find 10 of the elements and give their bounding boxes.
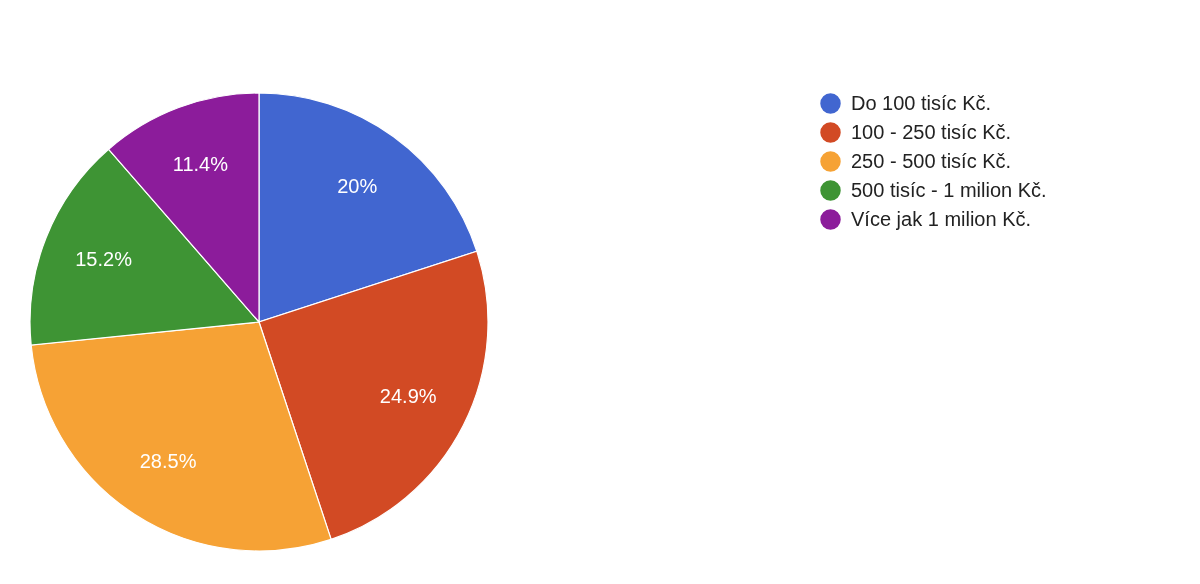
data-label: 28.5% (139, 450, 197, 473)
legend-label: 500 tisíc - 1 milion Kč. (851, 178, 1047, 201)
data-label: 24.9% (379, 385, 437, 408)
data-label: 11.4% (172, 153, 229, 176)
legend-label: 250 - 500 tisíc Kč. (851, 149, 1012, 172)
legend-label: 100 - 250 tisíc Kč. (851, 120, 1012, 143)
data-label: 15.2% (75, 248, 133, 271)
legend-label: Více jak 1 milion Kč. (851, 207, 1032, 230)
data-label: 20% (337, 174, 378, 197)
legend-label: Do 100 tisíc Kč. (851, 91, 992, 114)
